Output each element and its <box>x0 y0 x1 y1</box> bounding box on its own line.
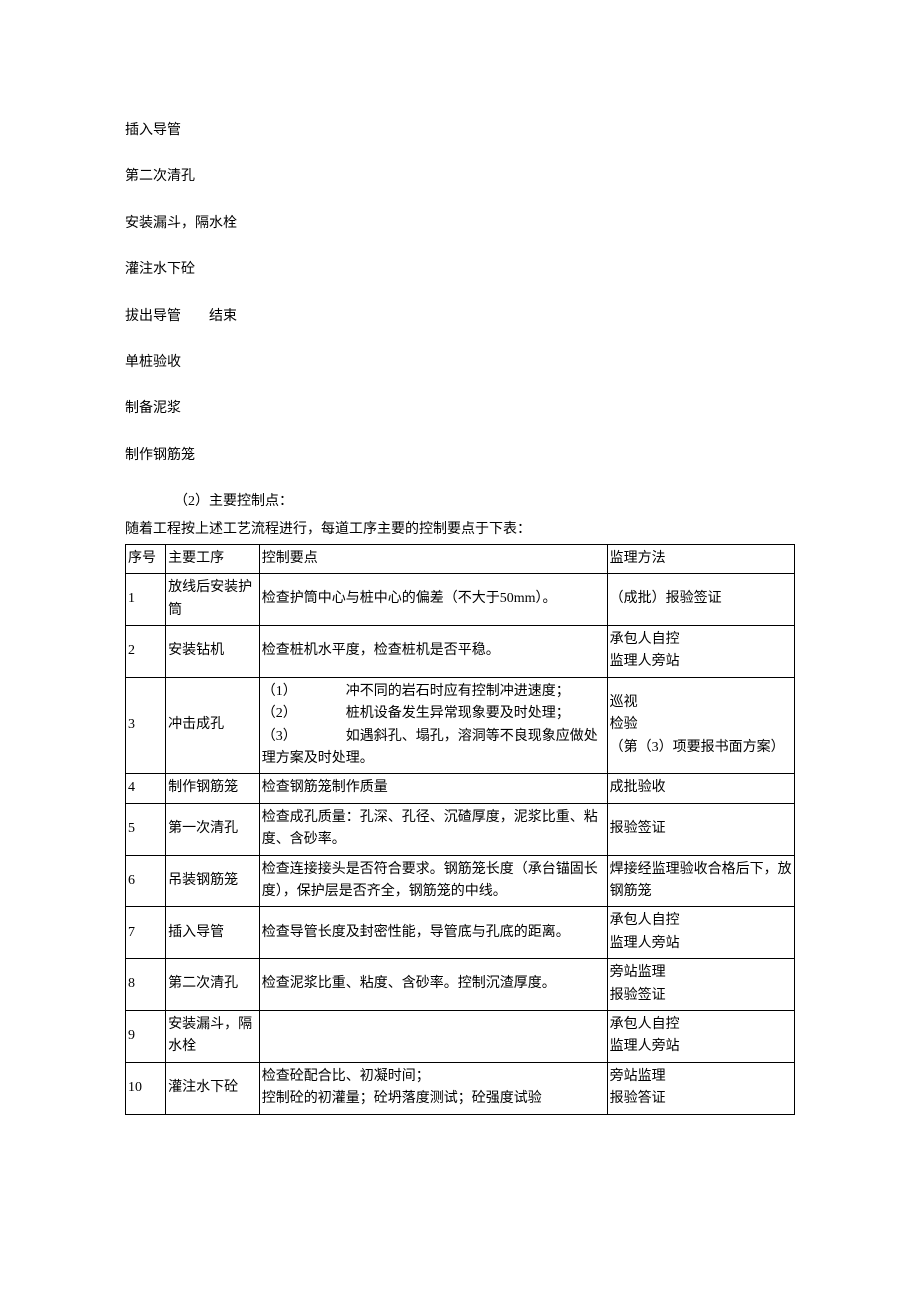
cell-step: 第一次清孔 <box>166 803 260 855</box>
cell-method: 成批验收 <box>607 774 794 803</box>
cell-control: 检查护筒中心与桩中心的偏差（不大于50mm）。 <box>259 574 607 626</box>
cell-control: 检查成孔质量：孔深、孔径、沉碴厚度，泥浆比重、粘度、含砂率。 <box>259 803 607 855</box>
table-row: 4 制作钢筋笼 检查钢筋笼制作质量 成批验收 <box>126 774 795 803</box>
cell-seq: 9 <box>126 1010 166 1062</box>
section-intro: 随着工程按上述工艺流程进行，每道工序主要的控制要点于下表： <box>125 519 795 541</box>
cell-seq: 5 <box>126 803 166 855</box>
cell-method: 焊接经监理验收合格后下，放钢筋笼 <box>607 855 794 907</box>
process-step-1: 插入导管 <box>125 120 795 142</box>
cell-step: 第二次清孔 <box>166 959 260 1011</box>
cell-control <box>259 1010 607 1062</box>
cell-step: 放线后安装护筒 <box>166 574 260 626</box>
process-step-8: 制作钢筋笼 <box>125 445 795 467</box>
cell-method: （成批）报验签证 <box>607 574 794 626</box>
cell-step: 灌注水下砼 <box>166 1062 260 1114</box>
process-list: 插入导管 第二次清孔 安装漏斗，隔水栓 灌注水下砼 拔出导管 结束 单桩验收 制… <box>125 120 795 467</box>
header-control: 控制要点 <box>259 544 607 573</box>
cell-seq: 7 <box>126 907 166 959</box>
cell-step: 制作钢筋笼 <box>166 774 260 803</box>
cell-step: 插入导管 <box>166 907 260 959</box>
cell-control: （1） 冲不同的岩石时应有控制冲进速度；（2） 桩机设备发生异常现象要及时处理；… <box>259 677 607 774</box>
table-row: 2 安装钻机 检查桩机水平度，检查桩机是否平稳。 承包人自控监理人旁站 <box>126 626 795 678</box>
header-step: 主要工序 <box>166 544 260 573</box>
table-row: 8 第二次清孔 检查泥浆比重、粘度、含砂率。控制沉渣厚度。 旁站监理报验签证 <box>126 959 795 1011</box>
cell-seq: 8 <box>126 959 166 1011</box>
cell-step: 安装钻机 <box>166 626 260 678</box>
cell-method: 旁站监理报验签证 <box>607 959 794 1011</box>
table-row: 5 第一次清孔 检查成孔质量：孔深、孔径、沉碴厚度，泥浆比重、粘度、含砂率。 报… <box>126 803 795 855</box>
process-step-6: 单桩验收 <box>125 352 795 374</box>
cell-step: 吊装钢筋笼 <box>166 855 260 907</box>
cell-method: 承包人自控监理人旁站 <box>607 626 794 678</box>
cell-seq: 6 <box>126 855 166 907</box>
cell-method: 巡视检验（第（3）项要报书面方案） <box>607 677 794 774</box>
cell-control: 检查砼配合比、初凝时间；控制砼的初灌量；砼坍落度测试；砼强度试验 <box>259 1062 607 1114</box>
process-step-7: 制备泥浆 <box>125 398 795 420</box>
cell-seq: 4 <box>126 774 166 803</box>
table-row: 10 灌注水下砼 检查砼配合比、初凝时间；控制砼的初灌量；砼坍落度测试；砼强度试… <box>126 1062 795 1114</box>
cell-step: 冲击成孔 <box>166 677 260 774</box>
cell-control: 检查桩机水平度，检查桩机是否平稳。 <box>259 626 607 678</box>
cell-method: 承包人自控监理人旁站 <box>607 907 794 959</box>
cell-method: 报验签证 <box>607 803 794 855</box>
table-header-row: 序号 主要工序 控制要点 监理方法 <box>126 544 795 573</box>
section-heading: （2）主要控制点： <box>125 491 795 513</box>
cell-seq: 1 <box>126 574 166 626</box>
header-seq: 序号 <box>126 544 166 573</box>
process-step-4: 灌注水下砼 <box>125 259 795 281</box>
header-method: 监理方法 <box>607 544 794 573</box>
table-row: 1 放线后安装护筒 检查护筒中心与桩中心的偏差（不大于50mm）。 （成批）报验… <box>126 574 795 626</box>
table-row: 7 插入导管 检查导管长度及封密性能，导管底与孔底的距离。 承包人自控监理人旁站 <box>126 907 795 959</box>
cell-method: 承包人自控监理人旁站 <box>607 1010 794 1062</box>
cell-control: 检查泥浆比重、粘度、含砂率。控制沉渣厚度。 <box>259 959 607 1011</box>
process-step-3: 安装漏斗，隔水栓 <box>125 213 795 235</box>
cell-control: 检查连接接头是否符合要求。钢筋笼长度（承台锚固长度），保护层是否齐全，钢筋笼的中… <box>259 855 607 907</box>
table-row: 9 安装漏斗，隔水栓 承包人自控监理人旁站 <box>126 1010 795 1062</box>
cell-control: 检查导管长度及封密性能，导管底与孔底的距离。 <box>259 907 607 959</box>
table-row: 3 冲击成孔 （1） 冲不同的岩石时应有控制冲进速度；（2） 桩机设备发生异常现… <box>126 677 795 774</box>
cell-seq: 10 <box>126 1062 166 1114</box>
cell-control: 检查钢筋笼制作质量 <box>259 774 607 803</box>
cell-seq: 3 <box>126 677 166 774</box>
cell-step: 安装漏斗，隔水栓 <box>166 1010 260 1062</box>
cell-method: 旁站监理报验答证 <box>607 1062 794 1114</box>
cell-seq: 2 <box>126 626 166 678</box>
process-step-2: 第二次清孔 <box>125 166 795 188</box>
control-points-table: 序号 主要工序 控制要点 监理方法 1 放线后安装护筒 检查护筒中心与桩中心的偏… <box>125 544 795 1115</box>
table-row: 6 吊装钢筋笼 检查连接接头是否符合要求。钢筋笼长度（承台锚固长度），保护层是否… <box>126 855 795 907</box>
process-step-5: 拔出导管 结束 <box>125 306 795 328</box>
